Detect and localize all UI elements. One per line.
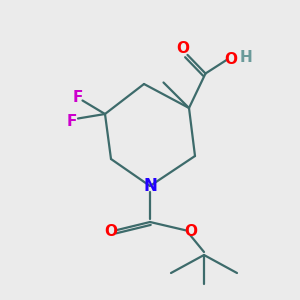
Text: F: F — [73, 90, 83, 105]
Text: O: O — [176, 41, 190, 56]
Text: O: O — [184, 224, 197, 238]
Text: O: O — [104, 224, 118, 238]
Text: F: F — [67, 114, 77, 129]
Text: N: N — [143, 177, 157, 195]
Text: O: O — [224, 52, 238, 68]
Text: H: H — [240, 50, 252, 64]
